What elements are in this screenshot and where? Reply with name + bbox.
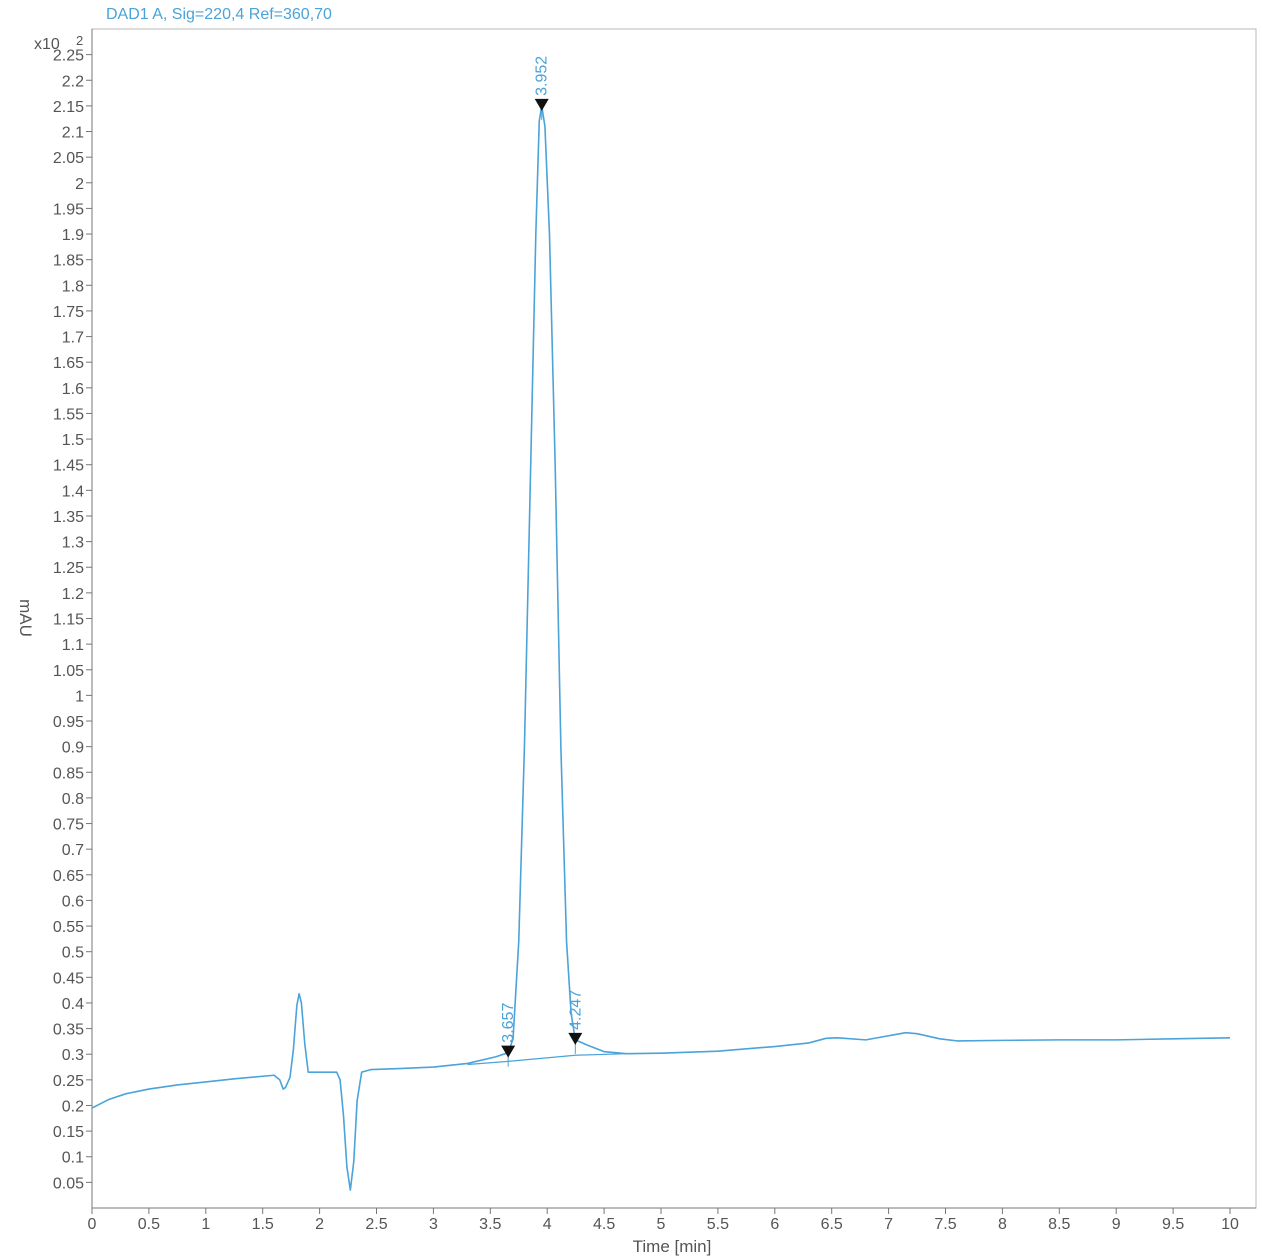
y-tick-label: 1.15 [53,612,84,629]
x-tick-label: 8 [998,1216,1007,1233]
y-tick-label: 1.5 [62,432,84,449]
y-tick-label: 0.65 [53,868,84,885]
y-tick-label: 0.6 [62,893,84,910]
y-tick-label: 0.05 [53,1175,84,1192]
peak-label: 3.657 [500,1003,517,1043]
x-tick-label: 7.5 [934,1216,956,1233]
y-tick-label: 1.8 [62,278,84,295]
chart-title: DAD1 A, Sig=220,4 Ref=360,70 [106,6,332,23]
y-tick-label: 0.8 [62,791,84,808]
y-tick-label: 2.05 [53,150,84,167]
y-axis-title: mAU [16,599,35,637]
x-tick-label: 5.5 [707,1216,729,1233]
y-tick-label: 0.2 [62,1098,84,1115]
y-tick-label: 1.4 [62,483,84,500]
y-tick-label: 0.55 [53,919,84,936]
y-tick-label: 1.85 [53,253,84,270]
y-tick-label: 0.75 [53,817,84,834]
y-tick-label: 1.25 [53,560,84,577]
y-axis-ticks: 0.05 0.1 0.15 0.2 0.25 0.3 0.35 0.4 0.45 0.5 0.55 0… [53,48,92,1192]
y-tick-label: 1.2 [62,586,84,603]
x-tick-label: 6.5 [821,1216,843,1233]
y-multiplier-label: x10 [34,36,60,53]
peak-label: 3.952 [534,56,551,96]
x-tick-label: 0.5 [138,1216,160,1233]
y-tick-label: 0.25 [53,1073,84,1090]
peak-markers: 3.952 3.657 4.247 [500,56,584,1067]
y-tick-label: 0.95 [53,714,84,731]
x-tick-label: 8.5 [1048,1216,1070,1233]
x-tick-label: 3 [429,1216,438,1233]
x-tick-label: 9 [1112,1216,1121,1233]
peak-marker [568,1032,583,1045]
y-tick-label: 2.25 [53,48,84,65]
y-tick-label: 0.35 [53,1022,84,1039]
x-tick-label: 1.5 [252,1216,274,1233]
y-exponent-label: 2 [76,33,83,48]
y-tick-label: 0.1 [62,1150,84,1167]
x-axis-title: Time [min] [633,1237,712,1256]
y-tick-label: 0.4 [62,996,84,1013]
peak-label: 4.247 [567,990,584,1030]
y-tick-label: 2 [75,176,84,193]
y-tick-label: 1.1 [62,637,84,654]
y-tick-label: 1.6 [62,381,84,398]
x-tick-label: 1 [201,1216,210,1233]
x-tick-label: 4 [543,1216,552,1233]
y-tick-label: 0.15 [53,1124,84,1141]
y-tick-label: 1.35 [53,509,84,526]
x-tick-label: 2.5 [365,1216,387,1233]
peak-marker [501,1045,516,1058]
y-tick-label: 1.95 [53,201,84,218]
y-tick-label: 1.3 [62,535,84,552]
y-tick-label: 1 [75,688,84,705]
y-tick-label: 1.7 [62,330,84,347]
x-tick-label: 6 [770,1216,779,1233]
x-tick-label: 7 [884,1216,893,1233]
x-tick-label: 10 [1221,1216,1239,1233]
y-tick-label: 1.05 [53,663,84,680]
y-tick-label: 0.5 [62,945,84,962]
y-tick-label: 1.55 [53,406,84,423]
y-tick-label: 1.9 [62,227,84,244]
y-tick-label: 0.3 [62,1047,84,1064]
x-tick-label: 4.5 [593,1216,615,1233]
integration-baselines [467,1053,627,1066]
x-tick-label: 3.5 [479,1216,501,1233]
y-tick-label: 1.45 [53,458,84,475]
x-tick-label: 0 [88,1216,97,1233]
y-tick-label: 0.45 [53,970,84,987]
x-tick-label: 9.5 [1162,1216,1184,1233]
y-tick-label: 1.65 [53,355,84,372]
x-tick-label: 5 [657,1216,666,1233]
y-tick-label: 2.15 [53,99,84,116]
baseline-line [467,1053,627,1066]
x-axis-ticks: 0 0.5 1 1.5 2 2.5 3 3.5 4 4.5 5 5.5 6 6.5 7 7.5 8 8.5 9 9.5… [88,1208,1239,1233]
y-tick-label: 2.1 [62,125,84,142]
y-tick-label: 1.75 [53,304,84,321]
y-tick-label: 0.7 [62,842,84,859]
x-tick-label: 2 [315,1216,324,1233]
plot-frame [91,28,1257,1209]
y-tick-label: 2.2 [62,73,84,90]
peak-marker [534,98,549,111]
y-tick-label: 0.9 [62,740,84,757]
y-tick-label: 0.85 [53,765,84,782]
